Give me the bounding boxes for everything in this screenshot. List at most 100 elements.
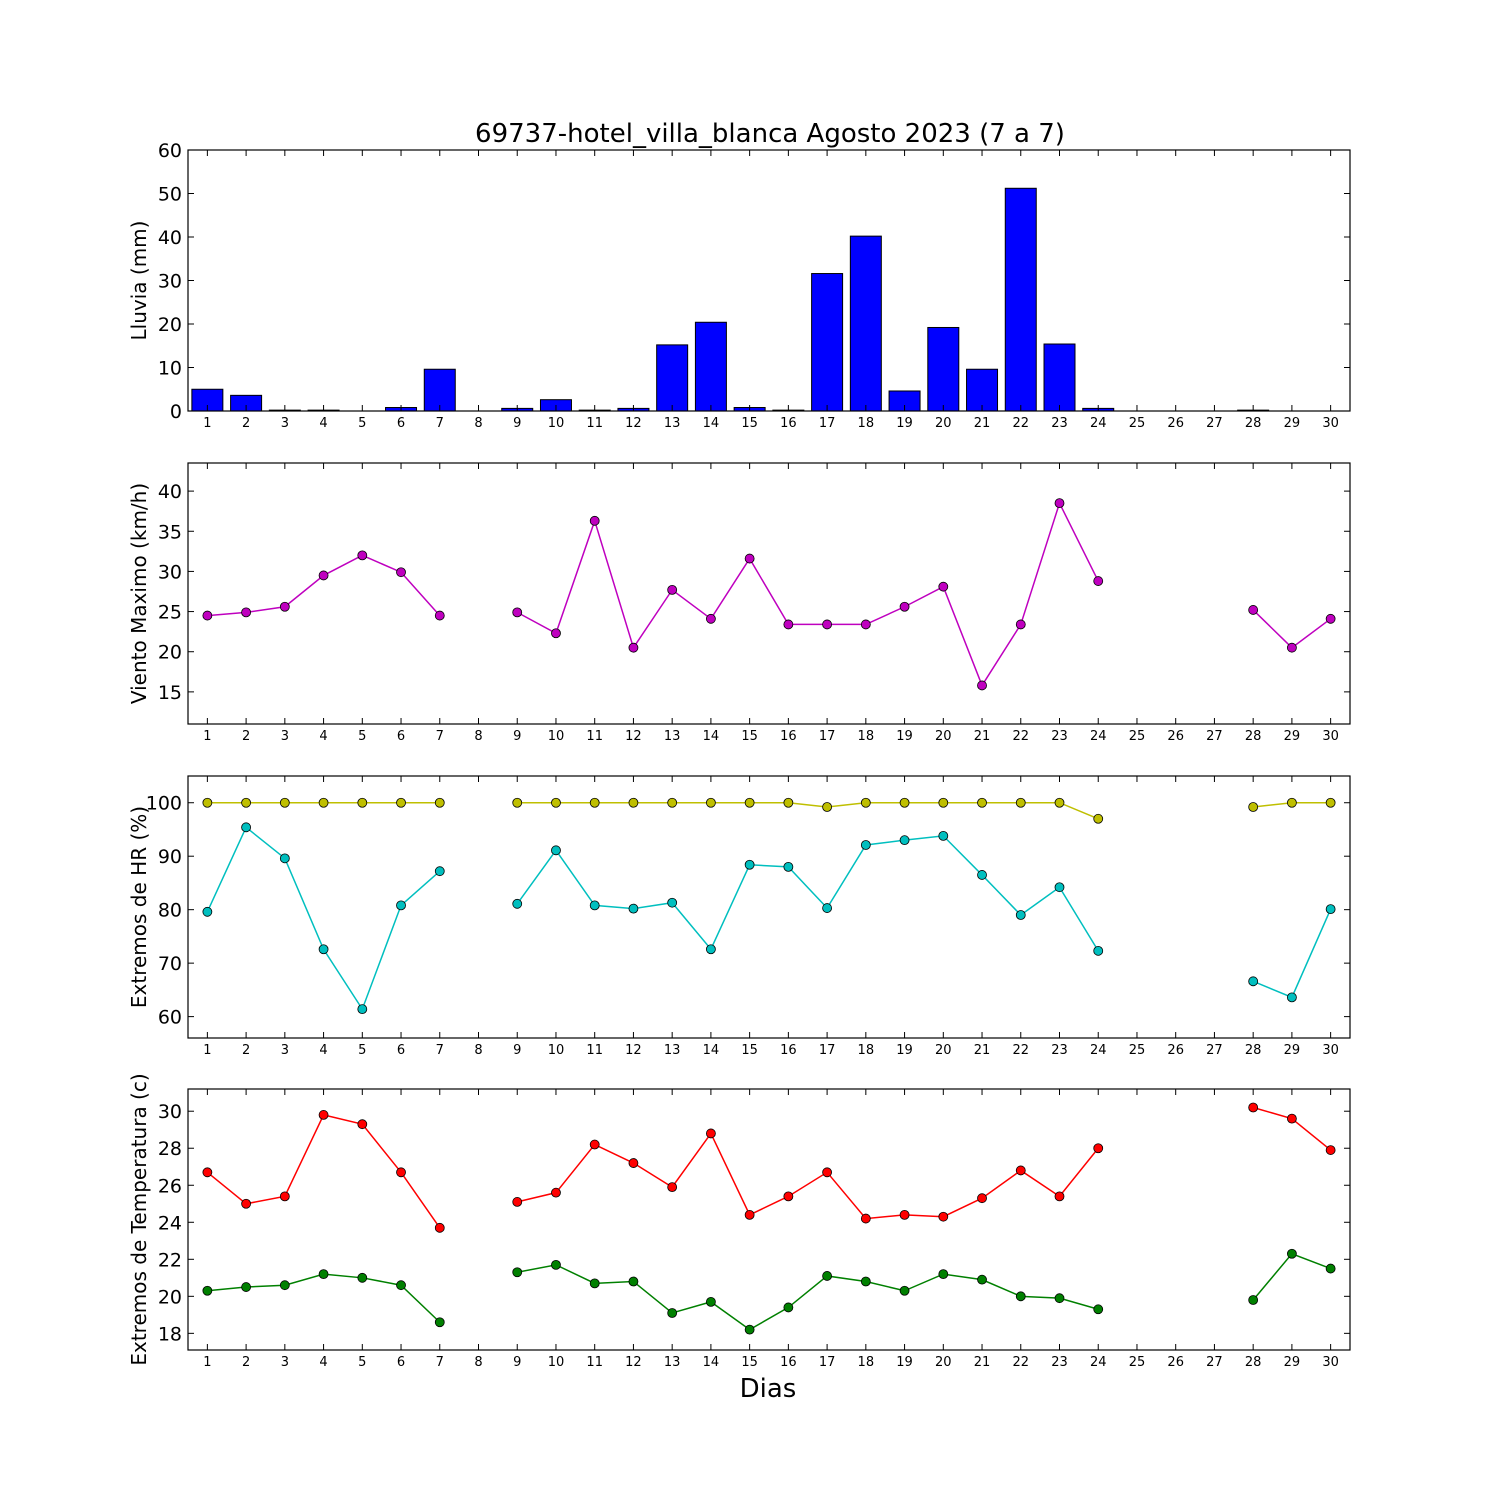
humidity-series-1-point-day-21 — [977, 797, 987, 808]
temperature-series-2-point-day-10 — [551, 1259, 561, 1270]
panel-rain: 1 2 3 4 5 6 7 8 9 10 11 12 13 14 15 16 17 18 19 20 21 22 23 24 2… — [127, 140, 1351, 431]
wind-x-tick-label: 16 — [780, 729, 797, 744]
temperature-series-2-point-day-28 — [1248, 1295, 1259, 1305]
wind-series-1-point-day-23 — [1054, 498, 1065, 509]
humidity-series-1-point-day-18 — [860, 797, 871, 808]
humidity-series-1-point-day-14 — [706, 797, 716, 808]
humidity-x-tick-label: 15 — [741, 1043, 758, 1058]
temperature-series-1-point-day-4 — [318, 1110, 329, 1120]
rain-x-tick-label: 26 — [1167, 416, 1184, 431]
wind-series-1-point-day-29 — [1287, 642, 1297, 653]
humidity-series-1-point-day-20 — [938, 797, 949, 808]
temperature-series-1-point-day-24 — [1093, 1143, 1104, 1154]
wind-x-tick-label: 4 — [319, 729, 327, 744]
temperature-series-1-point-day-13 — [667, 1182, 678, 1193]
humidity-series-2-point-day-21 — [977, 870, 987, 880]
wind-x-tick-label: 6 — [397, 729, 405, 744]
humidity-series-2-point-day-9 — [512, 898, 523, 909]
temperature-series-1-point-day-21 — [977, 1193, 987, 1204]
humidity-x-tick-label: 9 — [513, 1043, 521, 1058]
humidity-y-tick-label: 90 — [158, 846, 182, 868]
rain-x-tick-label: 27 — [1206, 416, 1223, 431]
temperature-x-tick-label: 14 — [703, 1355, 720, 1370]
humidity-x-tick-label: 2 — [242, 1043, 250, 1058]
humidity-x-tick-label: 26 — [1167, 1043, 1184, 1058]
wind-x-tick-label: 13 — [664, 729, 681, 744]
temperature-series-1-point-day-14 — [706, 1128, 716, 1139]
chart-title: 69737-hotel_villa_blanca Agosto 2023 (7 … — [475, 119, 1065, 149]
wind-series-1-point-day-12 — [628, 642, 639, 653]
humidity-series-2-point-day-22 — [1015, 910, 1026, 920]
temperature-series-1-point-day-5 — [357, 1119, 368, 1130]
humidity-y-tick-label: 100 — [146, 793, 182, 815]
wind-x-tick-label: 30 — [1322, 729, 1339, 744]
wind-y-axis-label: Viento Maximo (km/h) — [127, 483, 151, 704]
wind-x-tick-label: 20 — [935, 729, 952, 744]
temperature-series-2-point-day-24 — [1093, 1304, 1104, 1315]
humidity-series-1-point-day-30 — [1325, 797, 1336, 808]
temperature-series-1-point-day-2 — [241, 1198, 252, 1209]
temperature-y-axis-label: Extremos de Temperatura (c) — [127, 1073, 151, 1365]
wind-series-1-point-day-30 — [1325, 613, 1336, 624]
temperature-x-tick-label: 22 — [1012, 1355, 1029, 1370]
humidity-x-tick-label: 14 — [703, 1043, 720, 1058]
wind-series-1-point-day-24 — [1093, 576, 1104, 586]
temperature-y-tick-label: 20 — [158, 1286, 182, 1308]
humidity-series-2-point-day-1 — [202, 906, 213, 917]
humidity-series-2-point-day-29 — [1287, 992, 1297, 1003]
humidity-series-1-point-day-4 — [318, 797, 329, 808]
rain-bar-day-17 — [811, 273, 844, 412]
rain-x-tick-label: 13 — [664, 416, 681, 431]
temperature-x-tick-label: 28 — [1245, 1355, 1262, 1370]
temperature-x-tick-label: 26 — [1167, 1355, 1184, 1370]
humidity-x-tick-label: 25 — [1129, 1043, 1146, 1058]
humidity-y-tick-label: 60 — [158, 1007, 182, 1029]
humidity-series-1-point-day-15 — [744, 797, 755, 808]
wind-x-tick-label: 2 — [242, 729, 250, 744]
rain-bar-day-22 — [1004, 187, 1037, 412]
humidity-x-tick-label: 29 — [1284, 1043, 1301, 1058]
temperature-series-2-point-day-1 — [202, 1285, 213, 1296]
humidity-series-1-point-day-6 — [396, 797, 406, 808]
humidity-x-tick-label: 24 — [1090, 1043, 1107, 1058]
rain-x-tick-label: 8 — [474, 416, 482, 431]
humidity-series-1 — [202, 797, 1336, 824]
wind-x-tick-label: 1 — [203, 729, 211, 744]
humidity-series-2-point-day-28 — [1248, 976, 1259, 987]
panel-humidity: 1 2 3 4 5 6 7 8 9 10 11 12 13 14 15 16 17 18 19 20 21 22 23 24 2… — [127, 775, 1351, 1058]
humidity-series-2-point-day-20 — [938, 830, 949, 841]
humidity-series-1-point-day-19 — [899, 797, 910, 808]
humidity-series-2-point-day-5 — [357, 1004, 368, 1015]
rain-bar-day-7 — [423, 368, 456, 412]
temperature-x-tick-label: 13 — [664, 1355, 681, 1370]
humidity-x-tick-label: 13 — [664, 1043, 681, 1058]
temperature-x-tick-label: 12 — [625, 1355, 642, 1370]
wind-x-tick-label: 27 — [1206, 729, 1223, 744]
humidity-series-2-point-day-30 — [1325, 904, 1336, 915]
temperature-series-2-line — [517, 1264, 1099, 1331]
rain-x-tick-label: 17 — [819, 416, 836, 431]
temperature-y-tick-label: 26 — [158, 1175, 182, 1197]
humidity-y-tick-label: 80 — [158, 900, 182, 922]
rain-x-tick-label: 14 — [703, 416, 720, 431]
wind-x-tick-label: 18 — [858, 729, 875, 744]
temperature-series-2-point-day-4 — [318, 1269, 329, 1280]
humidity-series-2-point-day-18 — [860, 840, 871, 850]
temperature-series-2-point-day-12 — [628, 1276, 639, 1287]
wind-series-1-point-day-6 — [396, 567, 406, 578]
temperature-series-1-point-day-18 — [860, 1213, 871, 1224]
temperature-y-tick-label: 18 — [158, 1323, 182, 1345]
humidity-series-2-point-day-15 — [744, 859, 755, 870]
temperature-series-2-point-day-7 — [434, 1317, 445, 1328]
humidity-series-1-line — [517, 801, 1099, 820]
humidity-series-2-point-day-11 — [589, 900, 600, 911]
humidity-series-1-point-day-7 — [434, 797, 445, 808]
rain-x-tick-label: 15 — [741, 416, 758, 431]
temperature-series-2-point-day-23 — [1054, 1293, 1065, 1304]
humidity-x-tick-label: 10 — [548, 1043, 565, 1058]
temperature-series-1-point-day-10 — [551, 1187, 561, 1198]
temperature-x-tick-label: 17 — [819, 1355, 836, 1370]
temperature-x-tick-label: 29 — [1284, 1355, 1301, 1370]
humidity-series-1-point-day-10 — [551, 797, 561, 808]
humidity-series-2-point-day-24 — [1093, 945, 1104, 956]
